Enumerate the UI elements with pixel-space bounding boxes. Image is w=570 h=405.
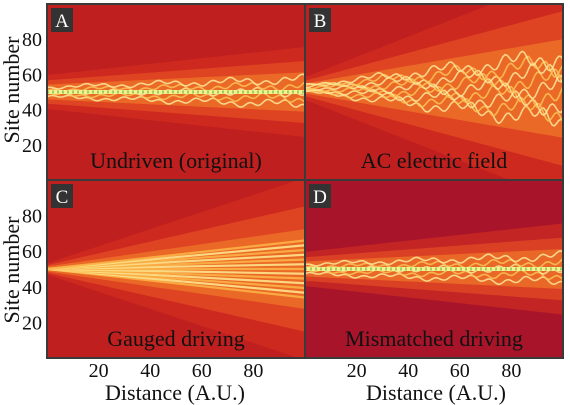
panel-d: D Mismatched driving 20 40 60 80 xyxy=(304,179,564,382)
trajectory-mark xyxy=(305,50,563,86)
x-tick-label: 80 xyxy=(243,360,263,382)
y-axis-label-bottom: Site number xyxy=(0,216,24,324)
trajectory-mark xyxy=(47,81,305,93)
panel-b: B AC electric field xyxy=(304,3,564,181)
y-tick-label: 40 xyxy=(22,100,42,122)
x-tick-label: 60 xyxy=(450,360,470,382)
x-tick-label: 80 xyxy=(501,360,521,382)
y-tick-label: 60 xyxy=(22,64,42,86)
panel-letter: D xyxy=(313,187,327,208)
panel-title: AC electric field xyxy=(361,148,508,173)
trajectory-mark xyxy=(305,88,563,117)
x-axis-label-left: Distance (A.U.) xyxy=(105,380,245,405)
y-tick-label: 80 xyxy=(22,29,42,51)
y-tick-label: 20 xyxy=(22,135,42,157)
x-tick-label: 20 xyxy=(89,360,109,382)
panels-group: A Undriven (original) 20 40 60 80 B AC electric… xyxy=(22,3,564,382)
y-tick-label: 20 xyxy=(22,312,42,334)
trajectory-mark xyxy=(47,73,305,90)
panel-letter-badge xyxy=(51,8,73,32)
trajectory-mark xyxy=(305,250,563,267)
x-tick-label: 40 xyxy=(140,360,160,382)
panel-title: Mismatched driving xyxy=(345,326,523,351)
panel-letter: A xyxy=(55,11,69,32)
trajectory-mark xyxy=(305,90,563,127)
y-tick-label: 40 xyxy=(22,277,42,299)
x-tick-label: 40 xyxy=(398,360,418,382)
y-tick-label: 60 xyxy=(22,241,42,263)
panel-title: Undriven (original) xyxy=(90,148,262,173)
x-tick-label: 60 xyxy=(192,360,212,382)
panel-letter-badge xyxy=(51,184,73,208)
panel-letter: C xyxy=(56,187,69,208)
wavepacket-layer xyxy=(47,46,305,138)
wavepacket-layer xyxy=(305,4,563,180)
panel-a: A Undriven (original) 20 40 60 80 xyxy=(22,3,306,181)
trajectory-mark xyxy=(305,61,563,89)
panel-title: Gauged driving xyxy=(107,326,244,351)
panel-letter-badge xyxy=(309,8,331,32)
panel-frame xyxy=(304,179,564,359)
panel-letter: B xyxy=(314,11,327,32)
trajectory-mark xyxy=(305,257,563,270)
panel-letter-badge xyxy=(309,184,331,208)
ray-mark xyxy=(47,239,305,271)
x-axis-label-right: Distance (A.U.) xyxy=(366,380,506,405)
wavepacket-layer xyxy=(47,180,305,358)
y-axis-label-top: Site number xyxy=(0,36,24,144)
wavepacket-layer xyxy=(305,223,563,315)
y-tick-label: 80 xyxy=(22,206,42,228)
panel-c: C Gauged driving 20 40 60 80 20 40 60 80 xyxy=(22,179,306,382)
trajectory-mark xyxy=(305,84,563,109)
x-tick-label: 20 xyxy=(347,360,367,382)
